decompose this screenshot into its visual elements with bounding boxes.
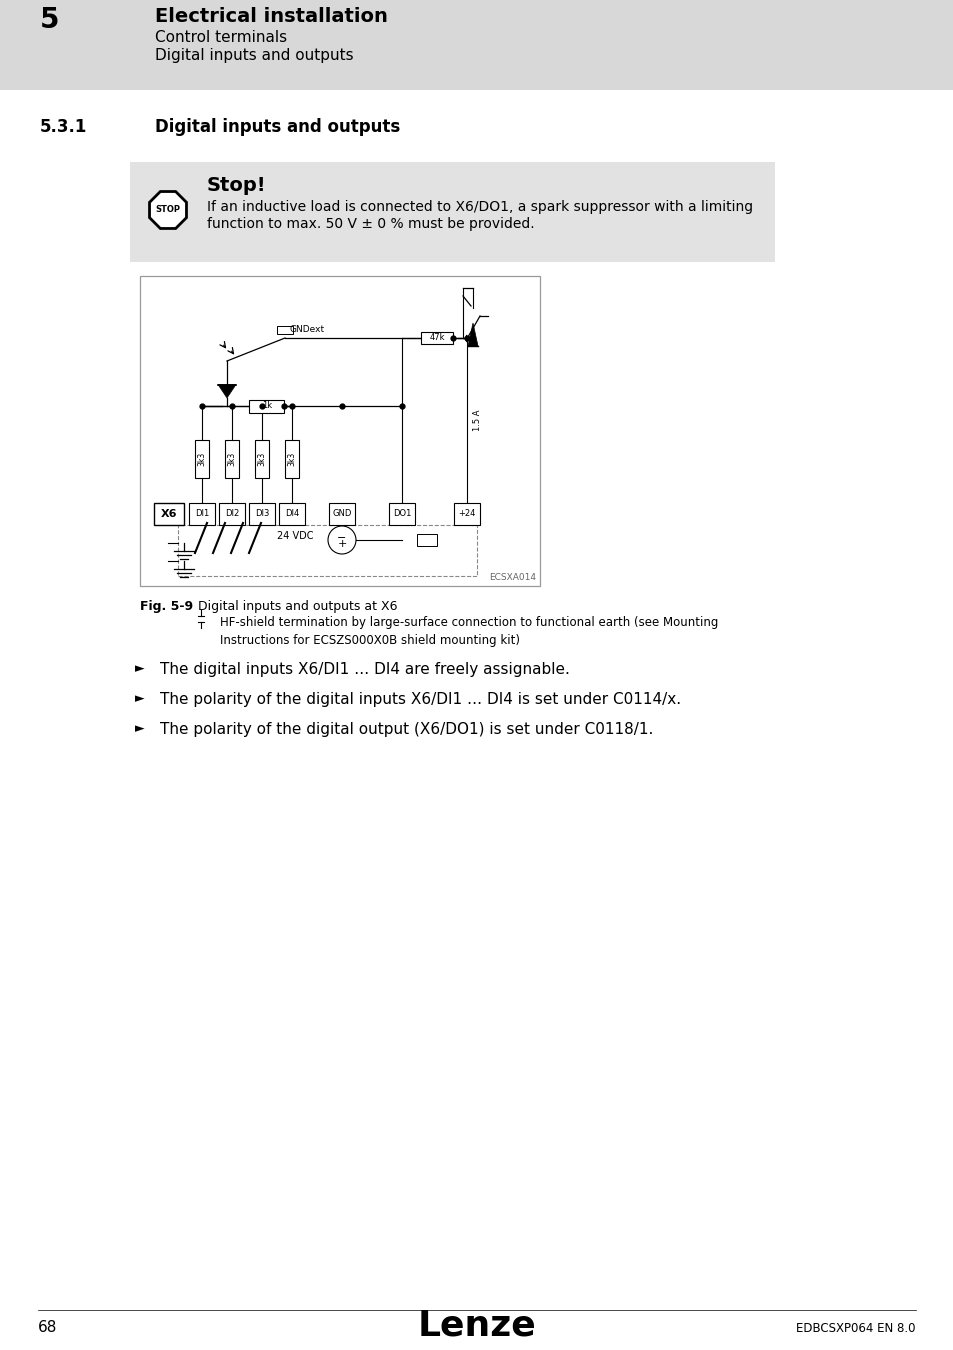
Text: Electrical installation: Electrical installation	[154, 7, 388, 26]
Polygon shape	[468, 323, 477, 346]
Bar	[276, 325, 293, 333]
Text: 47k: 47k	[429, 333, 444, 343]
Text: ►: ►	[135, 693, 145, 705]
Text: The digital inputs X6/DI1 … DI4 are freely assignable.: The digital inputs X6/DI1 … DI4 are free…	[160, 662, 569, 676]
Text: Digital inputs and outputs at X6: Digital inputs and outputs at X6	[198, 599, 397, 613]
Text: If an inductive load is connected to X6/DO1, a spark suppressor with a limiting: If an inductive load is connected to X6/…	[207, 200, 752, 215]
Text: GNDext: GNDext	[290, 325, 325, 333]
Bar	[0, 0, 953, 90]
Text: 3k3: 3k3	[197, 452, 206, 466]
Text: DO1: DO1	[393, 509, 411, 518]
Text: DI2: DI2	[225, 509, 239, 518]
Text: ►: ►	[135, 662, 145, 675]
Bar	[416, 535, 436, 545]
Bar	[249, 504, 274, 525]
Text: Lenze: Lenze	[417, 1310, 536, 1343]
Bar	[194, 440, 209, 478]
Circle shape	[328, 526, 355, 554]
Text: 1.5 A: 1.5 A	[473, 410, 481, 431]
Bar	[225, 440, 239, 478]
Text: +: +	[337, 539, 346, 549]
Bar	[454, 504, 479, 525]
Text: The polarity of the digital output (X6/DO1) is set under C0118/1.: The polarity of the digital output (X6/D…	[160, 722, 653, 737]
Bar	[250, 400, 284, 413]
Text: 68: 68	[38, 1320, 57, 1335]
Text: DI4: DI4	[285, 509, 299, 518]
Bar	[278, 504, 305, 525]
Text: Stop!: Stop!	[207, 176, 266, 194]
Bar	[389, 504, 415, 525]
Bar	[178, 525, 476, 576]
Bar	[329, 504, 355, 525]
Text: ►: ►	[135, 722, 145, 734]
Text: The polarity of the digital inputs X6/DI1 … DI4 is set under C0114/x.: The polarity of the digital inputs X6/DI…	[160, 693, 680, 707]
Text: Control terminals: Control terminals	[154, 30, 287, 45]
Polygon shape	[218, 385, 235, 398]
Bar	[140, 275, 539, 586]
Bar	[420, 332, 453, 344]
Text: ECSXA014: ECSXA014	[489, 572, 536, 582]
Text: +24: +24	[457, 509, 476, 518]
Text: 3k3: 3k3	[287, 452, 296, 466]
Bar	[189, 504, 214, 525]
Text: 1k: 1k	[262, 401, 272, 410]
Text: X6: X6	[161, 509, 177, 518]
Text: Digital inputs and outputs: Digital inputs and outputs	[154, 49, 354, 63]
Text: −: −	[337, 533, 346, 543]
Text: 3k3: 3k3	[257, 452, 266, 466]
Text: STOP: STOP	[155, 205, 180, 215]
Text: HF-shield termination by large-surface connection to functional earth (see Mount: HF-shield termination by large-surface c…	[220, 616, 718, 629]
Text: 3k3: 3k3	[227, 452, 236, 466]
Text: DI1: DI1	[194, 509, 209, 518]
Text: 5.3.1: 5.3.1	[40, 117, 88, 136]
Text: EDBCSXP064 EN 8.0: EDBCSXP064 EN 8.0	[796, 1322, 915, 1335]
Text: Fig. 5-9: Fig. 5-9	[140, 599, 193, 613]
Text: Instructions for ECSZS000X0B shield mounting kit): Instructions for ECSZS000X0B shield moun…	[220, 634, 519, 647]
Bar	[153, 504, 184, 525]
Bar	[285, 440, 298, 478]
Bar	[130, 162, 774, 262]
Polygon shape	[150, 192, 186, 228]
Text: GND: GND	[332, 509, 352, 518]
Text: function to max. 50 V ± 0 % must be provided.: function to max. 50 V ± 0 % must be prov…	[207, 217, 534, 231]
Text: 24 VDC: 24 VDC	[277, 531, 314, 541]
Text: DI3: DI3	[254, 509, 269, 518]
Bar	[219, 504, 245, 525]
Text: Digital inputs and outputs: Digital inputs and outputs	[154, 117, 400, 136]
Bar	[254, 440, 269, 478]
Text: 5: 5	[40, 5, 59, 34]
